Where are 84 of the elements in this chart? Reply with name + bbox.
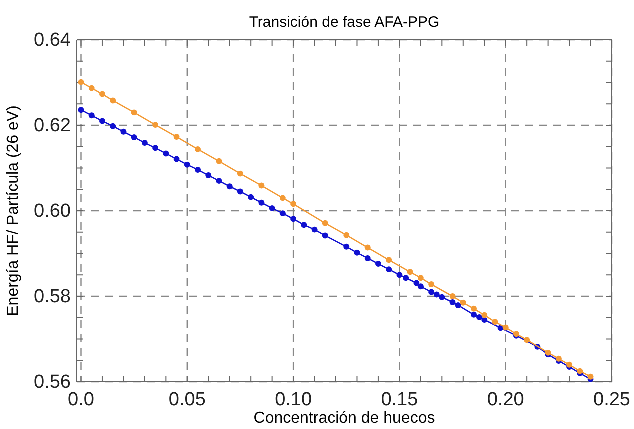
point bbox=[152, 122, 159, 128]
point bbox=[184, 162, 190, 168]
x-tick-label: 0.10 bbox=[275, 389, 312, 410]
point bbox=[476, 314, 483, 320]
point bbox=[588, 374, 594, 380]
point bbox=[407, 269, 414, 276]
x-tick-label: 0.0 bbox=[68, 389, 94, 410]
point bbox=[290, 216, 297, 222]
x-tick-label: 0.25 bbox=[594, 389, 630, 410]
point bbox=[142, 140, 148, 146]
point bbox=[354, 250, 360, 256]
point bbox=[364, 244, 371, 251]
point bbox=[418, 284, 424, 290]
point bbox=[78, 79, 84, 86]
point bbox=[258, 200, 265, 206]
point bbox=[78, 107, 84, 114]
y-tick-label: 0.60 bbox=[34, 201, 71, 222]
point bbox=[439, 294, 446, 300]
point bbox=[322, 232, 328, 239]
y-tick-label: 0.56 bbox=[34, 372, 71, 394]
point bbox=[120, 128, 127, 135]
chart-title: Transición de fase AFA-PPG bbox=[249, 14, 440, 31]
point bbox=[163, 150, 170, 157]
point bbox=[280, 195, 286, 202]
point bbox=[386, 266, 392, 273]
point bbox=[418, 275, 424, 282]
point bbox=[226, 184, 233, 190]
point bbox=[216, 158, 222, 164]
point bbox=[322, 220, 328, 226]
point bbox=[312, 226, 318, 233]
point bbox=[524, 337, 530, 344]
point bbox=[258, 182, 265, 189]
point bbox=[99, 91, 106, 98]
point bbox=[492, 319, 498, 326]
point bbox=[428, 289, 435, 296]
point bbox=[280, 210, 286, 217]
point bbox=[99, 118, 106, 124]
point bbox=[566, 362, 573, 368]
point bbox=[460, 300, 466, 306]
point bbox=[290, 201, 297, 208]
point bbox=[195, 146, 201, 152]
point bbox=[434, 292, 440, 298]
point bbox=[301, 222, 308, 228]
point bbox=[174, 156, 180, 162]
point bbox=[386, 257, 392, 264]
point bbox=[450, 294, 456, 300]
point bbox=[110, 123, 116, 130]
x-tick-label: 0.15 bbox=[381, 389, 418, 410]
point bbox=[482, 312, 488, 318]
y-tick-label: 0.62 bbox=[34, 116, 71, 137]
point bbox=[216, 178, 222, 184]
point bbox=[344, 232, 350, 238]
point bbox=[428, 282, 435, 288]
y-axis-title: Energía HF/ Partícula (26 eV) bbox=[5, 106, 22, 316]
point bbox=[364, 255, 371, 262]
point bbox=[88, 85, 95, 92]
point bbox=[471, 306, 477, 312]
point bbox=[237, 188, 244, 195]
point bbox=[131, 134, 138, 140]
x-tick-label: 0.20 bbox=[487, 389, 524, 410]
y-tick-label: 0.58 bbox=[34, 286, 71, 308]
point bbox=[471, 312, 477, 318]
point bbox=[269, 205, 276, 212]
point bbox=[502, 324, 509, 331]
x-tick-label: 0.05 bbox=[168, 389, 206, 410]
point bbox=[131, 110, 138, 116]
point bbox=[174, 134, 180, 140]
point bbox=[403, 275, 410, 282]
point bbox=[88, 112, 95, 119]
point bbox=[152, 145, 159, 152]
point bbox=[556, 356, 562, 362]
point bbox=[375, 261, 382, 267]
point bbox=[396, 272, 403, 278]
point bbox=[206, 172, 212, 178]
point bbox=[110, 98, 116, 104]
point bbox=[237, 170, 244, 177]
point bbox=[195, 166, 201, 173]
point bbox=[414, 280, 420, 286]
point bbox=[248, 194, 254, 200]
y-tick-label: 0.64 bbox=[34, 30, 72, 52]
point bbox=[455, 302, 462, 308]
point bbox=[344, 244, 350, 250]
point bbox=[450, 300, 456, 306]
x-axis-title: Concentración de huecos bbox=[254, 410, 436, 427]
